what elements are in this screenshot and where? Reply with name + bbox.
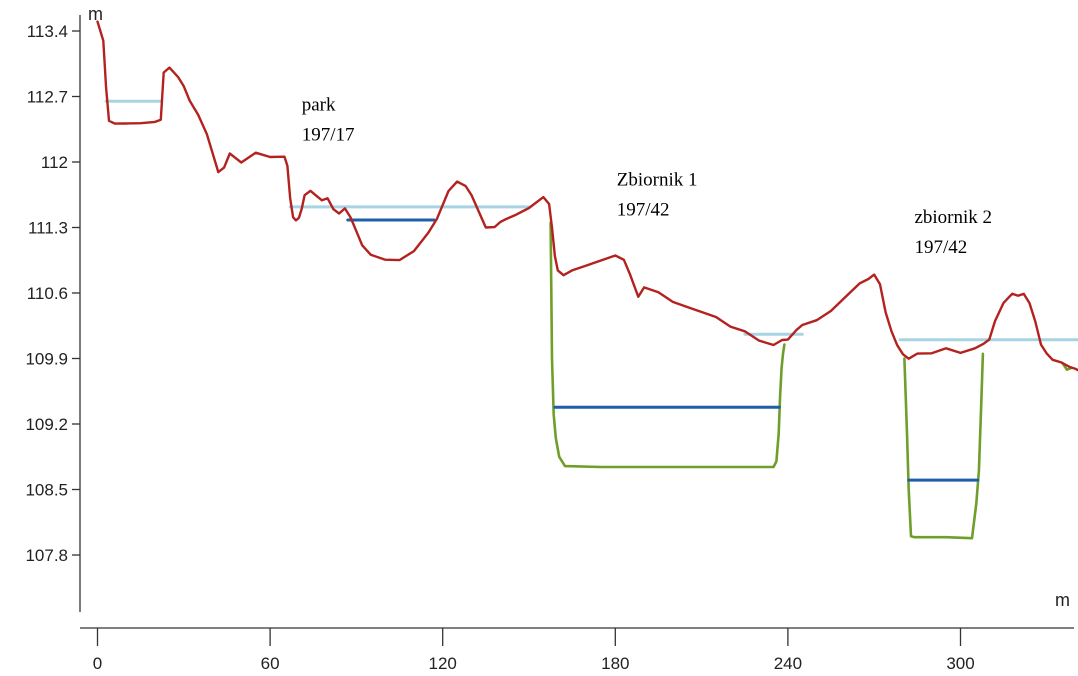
annotation-layer: park 197/17 Zbiornik 1 197/42 zbiornik 2 197/…: [302, 95, 992, 258]
y-tick-label: 112: [41, 153, 68, 172]
x-tick-label: 120: [429, 654, 457, 673]
y-tick-label: 107.8: [25, 546, 68, 565]
y-unit-label: m: [88, 4, 103, 24]
excavation-line-end-segment: [1061, 361, 1073, 372]
y-tick-label: 110.6: [27, 284, 68, 303]
y-tick-label: 112.7: [27, 88, 68, 107]
annotation-text: 197/17: [302, 125, 355, 146]
annotation-text: zbiornik 2: [914, 207, 992, 228]
excavation-line-zbiornik-1: [549, 221, 786, 469]
x-tick-label: 240: [774, 654, 802, 673]
x-unit-label: m: [1055, 590, 1070, 610]
annotation-text: park: [302, 95, 336, 116]
y-tick-label: 111.3: [28, 219, 68, 238]
annotation-text: 197/42: [914, 237, 967, 258]
axes-layer: 113.4 112.7 112 111.3 110.6 109.9 109.2 108.5 10…: [25, 4, 1074, 673]
x-tick-label: 180: [601, 654, 629, 673]
y-tick-label: 108.5: [25, 481, 68, 500]
y-tick-label: 109.2: [25, 415, 68, 434]
annotation-text: 197/42: [617, 199, 670, 220]
series-layer: [96, 20, 1078, 540]
x-tick-label: 60: [261, 654, 280, 673]
y-tick-label: 113.4: [27, 22, 68, 41]
x-tick-label: 300: [946, 654, 974, 673]
y-tick-label: 109.9: [25, 350, 68, 369]
annotation-text: Zbiornik 1: [617, 169, 698, 190]
x-tick-label: 0: [93, 654, 102, 673]
terrain-line: [96, 20, 1078, 372]
excavation-line-zbiornik-2: [903, 352, 985, 540]
